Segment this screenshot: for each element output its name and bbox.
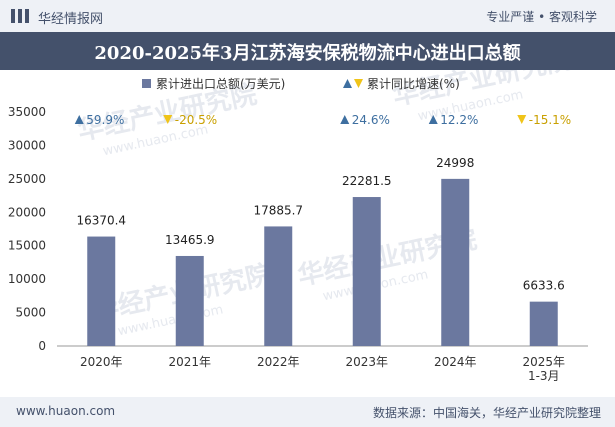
bar-value-label: 24998	[436, 156, 474, 170]
x-tick-label: 2020年	[80, 355, 123, 369]
bar-chart: 华经产业研究院www.huaon.com华经产业研究院www.huaon.com…	[8, 70, 588, 383]
growth-rate-label: 12.2%	[440, 113, 478, 127]
bar	[87, 236, 116, 346]
y-tick-label: 30000	[8, 138, 46, 152]
legend-up-arrow-icon	[343, 79, 352, 88]
legend-growth-label: 累计同比增速(%)	[367, 77, 460, 91]
growth-rate-label: 59.9%	[86, 113, 124, 127]
x-tick-label: 1-3月	[528, 369, 560, 383]
bar	[264, 226, 293, 346]
watermark-layer: 华经产业研究院www.huaon.com华经产业研究院www.huaon.com…	[75, 70, 574, 339]
y-tick-label: 5000	[15, 306, 46, 320]
bar-value-label: 16370.4	[76, 214, 126, 228]
bar	[352, 197, 381, 346]
y-tick-label: 10000	[8, 272, 46, 286]
y-tick-label: 0	[38, 339, 46, 353]
x-tick-label: 2024年	[434, 355, 477, 369]
bar-value-label: 6633.6	[523, 279, 565, 293]
footer-source: 数据来源：中国海关，华经产业研究院整理	[372, 406, 601, 420]
x-tick-label: 2022年	[257, 355, 300, 369]
growth-rate-label: -20.5%	[175, 113, 217, 127]
chart-title: 2020-2025年3月江苏海安保税物流中心进出口总额	[94, 43, 521, 64]
y-tick-label: 20000	[8, 205, 46, 219]
growth-rate-label: -15.1%	[529, 113, 571, 127]
footer-website: www.huaon.com	[16, 404, 116, 418]
huajing-logo-icon	[11, 9, 29, 23]
bar	[175, 255, 204, 346]
growth-up-arrow-icon	[74, 115, 84, 124]
legend-bar-swatch	[142, 79, 151, 88]
footer-bar: www.huaon.com 数据来源：中国海关，华经产业研究院整理	[0, 397, 615, 427]
bar-value-label: 17885.7	[253, 203, 303, 217]
y-tick-label: 25000	[8, 172, 46, 186]
legend-down-arrow-icon	[354, 79, 363, 88]
title-bar: 2020-2025年3月江苏海安保税物流中心进出口总额	[0, 32, 615, 70]
bar-value-label: 13465.9	[165, 233, 215, 247]
x-tick-label: 2023年	[345, 355, 388, 369]
growth-down-arrow-icon	[163, 115, 173, 124]
growth-rate-label: 24.6%	[352, 113, 390, 127]
growth-down-arrow-icon	[517, 115, 527, 124]
growth-up-arrow-icon	[428, 115, 438, 124]
slogan: 专业严谨 • 客观科学	[486, 10, 597, 24]
x-tick-label: 2025年	[522, 355, 565, 369]
y-tick-label: 35000	[8, 105, 46, 119]
bars: 16370.4 2020年 59.9% 13465.9 2021年 -20.5% 17885…	[74, 113, 571, 383]
bar	[441, 178, 470, 346]
legend-bar-label: 累计进出口总额(万美元)	[156, 77, 285, 91]
y-tick-label: 15000	[8, 239, 46, 253]
top-bar: 华经情报网 专业严谨 • 客观科学	[0, 0, 615, 32]
growth-up-arrow-icon	[340, 115, 350, 124]
x-tick-label: 2021年	[168, 355, 211, 369]
axes: 0 5000 10000 15000 20000 25000 30000 35000	[8, 105, 588, 353]
brand-name: 华经情报网	[38, 12, 104, 27]
chart-legend: 累计进出口总额(万美元) 累计同比增速(%)	[142, 77, 460, 91]
bar-value-label: 22281.5	[342, 174, 392, 188]
bar	[529, 301, 558, 346]
